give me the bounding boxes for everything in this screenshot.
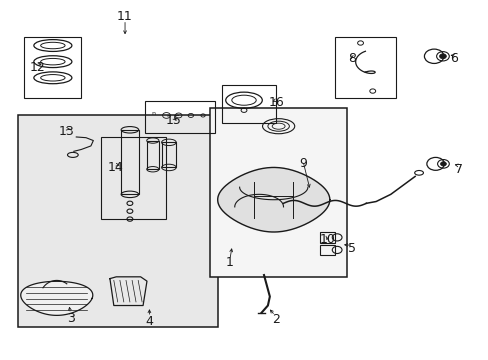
Bar [144,101,215,134]
Text: 4: 4 [145,315,153,328]
Text: 1: 1 [225,256,233,269]
Bar [320,244,334,255]
Text: 12: 12 [29,60,45,73]
Circle shape [439,54,446,59]
Text: 6: 6 [449,51,457,64]
Text: 9: 9 [299,157,306,170]
Text: 10: 10 [319,233,335,246]
Text: 2: 2 [272,313,280,327]
Bar [121,130,139,194]
Bar [161,142,176,167]
Polygon shape [20,281,93,315]
Text: 3: 3 [67,311,75,325]
Bar [18,116,217,327]
Bar [101,137,166,220]
Bar [221,85,276,123]
Text: 7: 7 [454,163,462,176]
Text: n: n [152,111,156,116]
Text: 11: 11 [117,10,133,23]
Text: 5: 5 [347,242,355,255]
Text: 15: 15 [165,114,182,127]
Bar [320,232,334,243]
Polygon shape [217,167,329,232]
Bar [334,37,395,98]
Bar [24,37,81,98]
Circle shape [440,162,446,166]
Bar [147,140,159,169]
Text: 16: 16 [268,96,284,109]
Text: 8: 8 [347,51,355,64]
Bar [210,108,346,277]
Text: 13: 13 [59,125,74,138]
Text: 14: 14 [107,161,123,174]
